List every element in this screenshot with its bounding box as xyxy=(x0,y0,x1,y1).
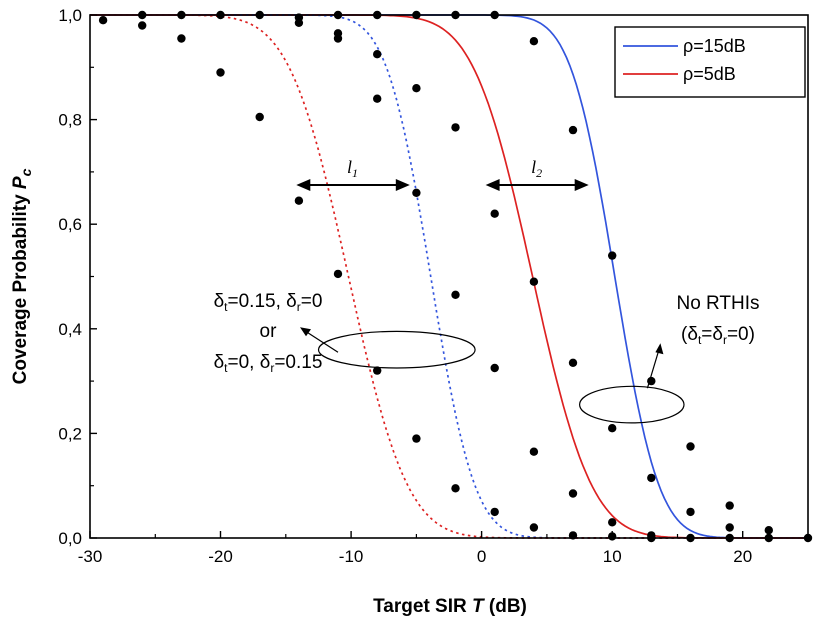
arrowhead-left xyxy=(296,179,311,191)
y-tick-label: 0,0 xyxy=(58,529,82,548)
data-point xyxy=(686,442,695,451)
data-point xyxy=(725,501,734,510)
data-point xyxy=(255,112,264,122)
data-point xyxy=(451,123,460,132)
data-point xyxy=(294,196,304,205)
annotation-rthi-line2: or xyxy=(260,321,278,342)
x-tick-label: -30 xyxy=(78,547,103,566)
data-point xyxy=(568,125,578,135)
x-axis-title: Target SIR T (dB) xyxy=(373,596,527,617)
x-tick-label: 10 xyxy=(603,547,622,566)
y-tick-label: 0,8 xyxy=(58,111,82,130)
data-point xyxy=(529,447,539,456)
annotation-rthi-line1: δt=0.15, δr=0 xyxy=(214,291,323,314)
x-tick-label: -10 xyxy=(339,547,364,566)
data-point xyxy=(451,484,460,493)
data-point xyxy=(529,523,539,532)
data-point xyxy=(98,16,108,25)
data-point xyxy=(333,269,343,279)
arrowhead-right xyxy=(395,179,410,191)
data-point xyxy=(490,209,499,218)
legend-box xyxy=(614,26,806,98)
series-line-3 xyxy=(90,14,808,539)
y-tick-label: 1,0 xyxy=(58,6,82,25)
pointer-line xyxy=(646,348,660,389)
x-tick-label: -20 xyxy=(208,547,233,566)
pointer-line xyxy=(303,329,339,353)
legend-label: ρ=5dB xyxy=(683,64,736,84)
legend-label: ρ=15dB xyxy=(683,36,746,56)
data-point xyxy=(412,188,421,197)
arrowhead-left xyxy=(485,179,500,191)
y-tick-label: 0,4 xyxy=(58,320,82,339)
data-point xyxy=(568,489,578,498)
y-axis-title: Coverage Probability Pc xyxy=(10,168,34,384)
arrow-label-2: l2 xyxy=(531,157,542,180)
data-point xyxy=(529,37,539,46)
legend: ρ=15dB ρ=5dB xyxy=(614,26,806,98)
pointer-arrowhead xyxy=(300,327,311,337)
data-point xyxy=(451,290,460,299)
data-point xyxy=(373,366,382,375)
group-ellipse xyxy=(578,385,685,424)
annotation-no-rthi-line1: No RTHIs xyxy=(676,293,759,314)
data-point xyxy=(373,50,382,59)
data-point xyxy=(216,68,225,77)
data-point xyxy=(568,358,578,367)
data-point xyxy=(373,94,382,103)
data-point xyxy=(412,434,421,443)
x-tick-label: 0 xyxy=(477,547,486,566)
y-tick-label: 0,2 xyxy=(58,424,82,443)
data-point xyxy=(333,34,343,43)
data-point xyxy=(647,473,656,483)
y-tick-label: 0,6 xyxy=(58,215,82,234)
data-point xyxy=(138,21,147,30)
group-ellipse xyxy=(317,330,476,369)
annotation-rthi-line3: δt=0, δr=0.15 xyxy=(214,352,323,375)
annotation-no-rthi-line2: (δt=δr=0) xyxy=(681,324,755,347)
axis-ticks: -30 -20 -10 0 10 20 0,0 0,2 0,4 0,6 0,8 1,0 xyxy=(58,6,809,566)
data-point xyxy=(490,507,499,517)
data-point xyxy=(608,251,617,260)
data-point xyxy=(490,363,499,373)
data-point xyxy=(608,424,617,433)
data-point xyxy=(608,518,617,527)
x-tick-label: 20 xyxy=(733,547,752,566)
data-point xyxy=(686,507,695,517)
annotations: l1 l2 δt=0.15, δr=0 or δt=0, δr=0.15 No RTHIs… xyxy=(214,157,760,424)
data-point xyxy=(177,34,186,43)
data-point xyxy=(725,523,734,532)
pointer-arrowhead xyxy=(655,343,664,355)
data-point xyxy=(294,18,304,27)
data-point xyxy=(412,84,421,93)
arrowhead-right xyxy=(574,179,589,191)
data-point xyxy=(764,526,773,535)
data-point xyxy=(529,277,539,286)
arrow-label-1: l1 xyxy=(347,157,358,180)
